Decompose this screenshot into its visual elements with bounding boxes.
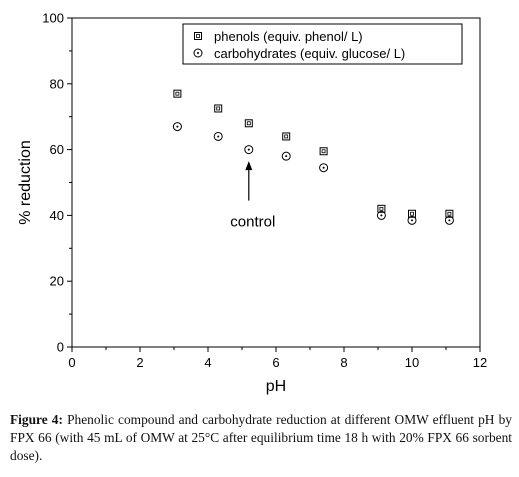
data-point-dot: [380, 214, 383, 217]
legend-box: [182, 23, 463, 65]
axis-ticks: 0 2 4 6 8 10 12 0 20 40 60 80 100: [42, 11, 487, 371]
data-point-inner: [246, 121, 251, 126]
legend: phenols (equiv. phenol/ L) carbohydrates …: [182, 23, 463, 65]
caption-label: Figure 4:: [10, 412, 63, 427]
data-point: [376, 210, 386, 220]
scatter-chart: 0 2 4 6 8 10 12 0 20 40 60 80 100 phenols (equiv. ph…: [17, 11, 487, 396]
data-point: [282, 132, 291, 141]
data-point: [244, 145, 254, 155]
annotation-label: control: [230, 214, 275, 231]
y-tick-label: 20: [50, 274, 64, 289]
figure-caption: Figure 4: Phenolic compound and carbohyd…: [10, 411, 512, 465]
data-point: [244, 119, 253, 128]
data-point: [214, 104, 223, 113]
data-point: [213, 131, 223, 141]
y-tick-label: 60: [50, 142, 64, 157]
data-point-dot: [285, 155, 288, 158]
data-point: [445, 209, 454, 218]
data-point-inner: [284, 134, 289, 139]
data-point-inner: [216, 106, 221, 111]
x-axis-label: pH: [266, 378, 286, 395]
data-point: [319, 147, 328, 156]
data-point: [281, 151, 291, 161]
data-point-inner: [379, 206, 384, 211]
legend-marker-inner: [196, 34, 200, 38]
x-tick-label: 6: [272, 355, 279, 370]
legend-marker: [194, 32, 202, 40]
data-point-dot: [217, 135, 220, 138]
data-point-inner: [447, 211, 452, 216]
legend-marker-dot: [197, 52, 199, 54]
x-tick-label: 10: [405, 355, 419, 370]
legend-label: carbohydrates (equiv. glucose/ L): [214, 46, 405, 61]
annotation-arrow-head: [245, 161, 253, 171]
caption-text: Phenolic compound and carbohydrate reduc…: [10, 412, 512, 463]
y-tick-label: 80: [50, 76, 64, 91]
y-tick-label: 100: [42, 11, 64, 26]
y-axis-label: % reduction: [17, 140, 34, 225]
data-point: [407, 215, 417, 225]
x-tick-label: 12: [473, 355, 487, 370]
plot-area: [71, 17, 481, 348]
x-tick-label: 4: [204, 355, 211, 370]
x-tick-label: 0: [68, 355, 75, 370]
series-2: [172, 122, 454, 225]
x-tick-label: 8: [340, 355, 347, 370]
data-point-inner: [410, 211, 414, 216]
y-tick-label: 40: [50, 208, 64, 223]
data-point: [172, 122, 182, 132]
data-point-dot: [448, 219, 451, 222]
series-1: [173, 89, 454, 218]
legend-label: phenols (equiv. phenol/ L): [214, 29, 363, 44]
data-point-dot: [322, 166, 325, 169]
data-point-inner: [321, 149, 326, 154]
data-point-dot: [247, 148, 250, 151]
data-point-dot: [176, 125, 179, 128]
data-point: [377, 204, 386, 213]
data-points: [172, 89, 454, 225]
data-point: [319, 163, 329, 173]
x-tick-label: 2: [136, 355, 143, 370]
data-point-inner: [175, 91, 180, 96]
data-point: [173, 89, 182, 98]
legend-marker: [193, 48, 203, 58]
data-point: [408, 209, 416, 218]
data-point-dot: [411, 219, 413, 222]
annotation: control: [230, 161, 275, 231]
plot-frame: [71, 17, 481, 348]
data-point: [444, 215, 454, 225]
y-tick-label: 0: [57, 340, 64, 355]
